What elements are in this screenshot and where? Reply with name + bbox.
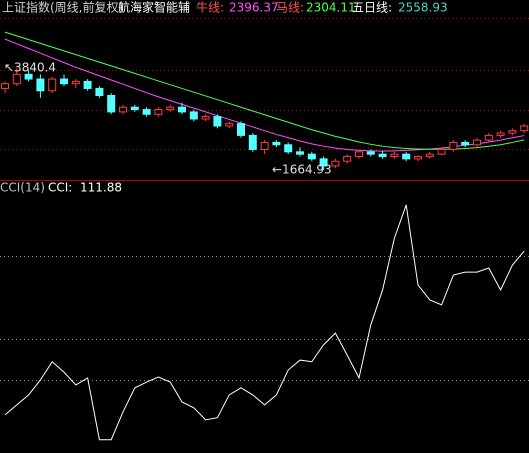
candle-body	[237, 123, 245, 136]
candle-body	[461, 141, 470, 146]
candle-body	[12, 73, 21, 85]
candle-body	[107, 94, 116, 113]
candle-body	[119, 106, 127, 113]
chart-title: CCI(14)	[0, 181, 45, 195]
candle-body	[343, 156, 352, 162]
candle-body	[508, 130, 517, 134]
candle-body	[48, 78, 57, 92]
candle-body	[213, 116, 222, 127]
candle-body	[1, 83, 9, 89]
candle-body	[484, 134, 493, 141]
candle-body	[473, 139, 481, 146]
candle-body	[414, 156, 422, 160]
legend-label: 五日线:	[352, 1, 392, 15]
candle-body	[24, 73, 33, 80]
chart-subtitle: 航海家智能辅	[118, 0, 190, 15]
candle-body	[496, 132, 505, 136]
candle-body	[425, 153, 434, 158]
candle-body	[520, 125, 529, 132]
candle-body	[296, 151, 304, 155]
chart-title: 上证指数(周线,前复权)	[2, 0, 123, 15]
candle-body	[189, 111, 198, 120]
candle-body	[319, 158, 328, 167]
legend-label: 牛线:	[196, 0, 224, 15]
candle-body	[60, 78, 68, 85]
candle-body	[449, 141, 458, 150]
legend-value: 2304.11	[306, 1, 356, 15]
legend-label: 马线:	[276, 1, 304, 15]
legend-value: 2558.93	[398, 1, 448, 15]
candle-body	[154, 109, 163, 115]
candle-body	[260, 141, 269, 150]
legend-label: CCI:	[48, 181, 72, 195]
line-series	[4, 38, 525, 152]
candle-body	[355, 151, 363, 158]
legend-value: 2396.37	[229, 1, 279, 15]
candle-body	[83, 80, 92, 89]
legend-value: 111.88	[80, 181, 122, 195]
candle-body	[402, 153, 411, 160]
candle-body	[166, 106, 175, 111]
candle-body	[95, 87, 104, 96]
candle-body	[36, 78, 45, 92]
candle-body	[284, 144, 293, 153]
candle-body	[331, 160, 340, 167]
candle-body	[225, 123, 234, 127]
candle-body	[201, 116, 210, 120]
line-series	[4, 204, 525, 441]
line-series	[4, 31, 525, 150]
candle-body	[178, 106, 186, 113]
candle-body	[248, 134, 257, 150]
candle-body	[437, 148, 446, 155]
candle-body	[307, 153, 316, 160]
annotation: ←1664.93	[272, 163, 332, 177]
candle-body	[366, 151, 375, 155]
candle-body	[272, 141, 281, 146]
candle-body	[390, 153, 399, 158]
candle-body	[71, 80, 80, 85]
candle-body	[142, 109, 151, 115]
annotation: ↖3840.4	[4, 61, 56, 75]
candle-body	[130, 106, 139, 111]
candle-body	[378, 153, 387, 158]
